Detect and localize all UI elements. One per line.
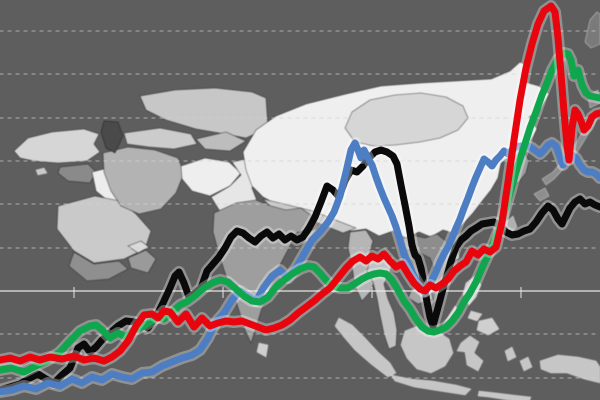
region-caspian-sea xyxy=(100,120,124,154)
region-visayas xyxy=(467,310,483,322)
region-mongolia xyxy=(344,92,469,147)
region-moluccas-1 xyxy=(504,346,517,362)
region-iran xyxy=(102,146,185,215)
region-sulawesi xyxy=(456,335,484,372)
region-lesser-sunda xyxy=(477,390,532,400)
region-sakhalin xyxy=(584,11,600,49)
region-syria-levant xyxy=(57,163,97,184)
region-uae-qatar xyxy=(127,240,150,254)
region-oman xyxy=(127,249,157,274)
region-mindanao xyxy=(476,317,500,336)
region-yemen xyxy=(68,251,129,282)
horizontal-gridlines xyxy=(0,30,600,379)
region-sri-lanka xyxy=(256,342,269,358)
region-moluccas-2 xyxy=(519,356,533,372)
red-series xyxy=(0,2,600,365)
region-japan-kyushu xyxy=(533,187,550,202)
region-java xyxy=(390,374,472,396)
region-turkmen-uzbek xyxy=(123,127,198,150)
region-kyrgyz-tajik xyxy=(195,131,247,152)
blue-series xyxy=(0,139,600,396)
asia-map-islands xyxy=(35,11,600,400)
region-new-guinea xyxy=(539,354,600,384)
region-cyprus xyxy=(35,167,48,176)
